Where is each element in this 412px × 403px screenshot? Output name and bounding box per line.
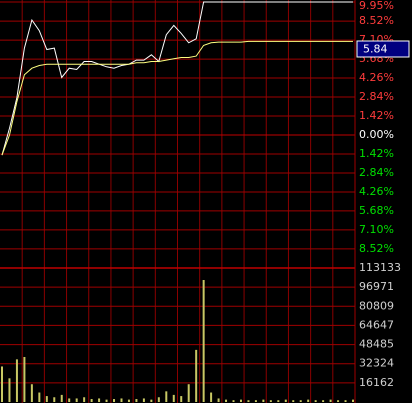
- volume-bar: [172, 394, 175, 402]
- price-line: [1, 1, 353, 156]
- volume-bar: [142, 398, 145, 402]
- volume-bar: [269, 400, 272, 402]
- volume-bar: [202, 280, 205, 402]
- y-tick-label: 2.84%: [359, 166, 394, 179]
- volume-bar: [113, 399, 116, 402]
- y-tick-label: 1.42%: [359, 147, 394, 160]
- y-tick-label: 16162: [359, 376, 394, 389]
- volume-bar: [30, 384, 33, 402]
- volume-bar: [38, 392, 41, 402]
- volume-bar: [187, 384, 190, 402]
- volume-bar: [150, 399, 153, 402]
- y-tick-label: 48485: [359, 338, 394, 351]
- volume-bar: [157, 397, 160, 402]
- volume-bar: [23, 356, 26, 402]
- volume-bar: [68, 398, 71, 402]
- current-price: 5.84: [363, 43, 388, 56]
- volume-bar: [75, 398, 78, 402]
- y-tick-label: 4.26%: [359, 71, 394, 84]
- volume-bar: [254, 400, 257, 402]
- volume-bar: [314, 400, 317, 402]
- volume-bar: [225, 399, 228, 402]
- volume-bar: [247, 400, 250, 402]
- y-tick-label: 80809: [359, 299, 394, 312]
- price-box: [356, 40, 410, 58]
- price-line: [1, 40, 353, 156]
- volume-bar: [45, 396, 48, 402]
- volume-bar: [337, 400, 340, 402]
- volume-bar: [83, 397, 86, 402]
- volume-bar: [135, 399, 138, 402]
- y-tick-label: 1.42%: [359, 109, 394, 122]
- volume-bar: [120, 398, 123, 402]
- y-tick-label: 0.00%: [359, 128, 394, 141]
- volume-bar: [322, 400, 325, 402]
- volume-bar: [98, 398, 101, 402]
- volume-bar: [277, 400, 280, 402]
- volume-bar: [60, 394, 63, 402]
- y-tick-label: 64647: [359, 318, 394, 331]
- volume-bar: [329, 399, 332, 402]
- volume-bar: [307, 399, 310, 402]
- volume-bar: [210, 392, 213, 402]
- volume-bar: [15, 359, 18, 402]
- volume-bar: [352, 399, 354, 402]
- volume-bar: [344, 400, 347, 402]
- y-tick-label: 2.84%: [359, 90, 394, 103]
- y-tick-label: 32324: [359, 357, 394, 370]
- volume-bar: [284, 399, 287, 402]
- y-tick-label: 4.26%: [359, 185, 394, 198]
- volume-bar: [127, 399, 130, 402]
- volume-bar: [165, 391, 168, 402]
- volume-bar: [262, 399, 265, 402]
- volume-bar: [232, 400, 235, 402]
- volume-bar: [1, 366, 3, 402]
- y-tick-label: 9.95%: [359, 0, 394, 12]
- volume-bar: [299, 400, 302, 402]
- volume-bar: [195, 349, 198, 402]
- volume-bar: [292, 400, 295, 402]
- volume-bar: [90, 399, 93, 402]
- volume-bar: [180, 396, 183, 402]
- volume-bar: [105, 399, 108, 402]
- volume-bar: [217, 398, 220, 402]
- y-tick-label: 96971: [359, 280, 394, 293]
- y-tick-label: 7.10%: [359, 223, 394, 236]
- y-tick-label: 8.52%: [359, 14, 394, 27]
- volume-bar: [239, 399, 242, 402]
- y-tick-label: 5.68%: [359, 204, 394, 217]
- volume-bar: [53, 397, 56, 402]
- volume-bar: [8, 378, 11, 402]
- y-tick-label: 113133: [359, 261, 401, 274]
- y-tick-label: 8.52%: [359, 242, 394, 255]
